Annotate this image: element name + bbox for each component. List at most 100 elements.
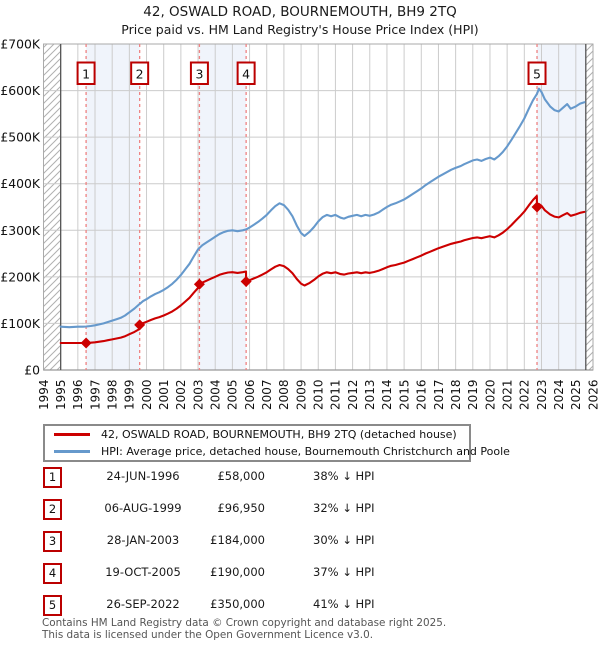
page-title: 42, OSWALD ROAD, BOURNEMOUTH, BH9 2TQ: [143, 4, 457, 20]
x-tick-2009: 2009: [294, 379, 308, 410]
y-axis-labels: £0 £100K £200K £300K £400K £500K £600K £700K: [0, 37, 41, 378]
chart-legend: 42, OSWALD ROAD, BOURNEMOUTH, BH9 2TQ (d…: [43, 424, 510, 462]
price-history-chart: 1 2 3 4 5 £0 £100K £200K £300K £400K £500K £600K £70…: [0, 37, 600, 411]
sale-label-box-3: [189, 61, 209, 85]
sale-marker-4: [240, 276, 252, 288]
x-tick-2000: 2000: [140, 379, 154, 410]
sale-row-3: 3 28-JAN-2003 £184,000 30% ↓ HPI: [43, 531, 583, 552]
no-data-hatch: [43, 44, 593, 370]
y-tick-100: £100K: [0, 316, 41, 331]
license-footer: Contains HM Land Registry data © Crown c…: [42, 617, 447, 641]
x-tick-2007: 2007: [260, 379, 274, 410]
x-tick-2001: 2001: [157, 379, 171, 410]
sale-number-labels: 1 2 3 4 5: [76, 61, 547, 85]
footer-line-2: This data is licensed under the Open Gov…: [42, 628, 374, 641]
x-tick-2004: 2004: [209, 379, 223, 410]
sale-row-2: 2 06-AUG-1999 £96,950 32% ↓ HPI: [43, 499, 583, 520]
y-tick-400: £400K: [0, 176, 41, 191]
sale-label-text-1: 1: [82, 67, 90, 82]
sale-number-badge-5: 5: [43, 595, 62, 616]
page-subtitle: Price paid vs. HM Land Registry's House …: [121, 22, 479, 37]
sale-price-5: £350,000: [210, 597, 265, 611]
hpi-line: [59, 87, 586, 329]
x-tick-2020: 2020: [483, 379, 497, 410]
sale-marker-5: [531, 201, 543, 213]
sale-number-badge-4: 4: [43, 563, 62, 584]
sales-table: 1 24-JUN-1996 £58,000 38% ↓ HPI 2 06-AUG…: [43, 467, 583, 627]
sale-date-4: 19-OCT-2005: [105, 565, 181, 579]
sale-date-5: 26-SEP-2022: [106, 597, 180, 611]
x-tick-2017: 2017: [432, 379, 446, 410]
sale-label-box-4: [236, 61, 256, 85]
y-tick-600: £600K: [0, 83, 41, 98]
x-tick-2024: 2024: [552, 379, 566, 410]
sale-number-badge-2: 2: [43, 499, 62, 520]
sale-label-text-3: 3: [195, 67, 203, 82]
x-tick-2023: 2023: [535, 379, 549, 410]
sale-price-1: £58,000: [217, 469, 265, 483]
x-tick-1998: 1998: [105, 379, 119, 410]
x-tick-2010: 2010: [312, 379, 326, 410]
x-tick-1995: 1995: [54, 379, 68, 410]
sale-label-text-5: 5: [533, 67, 541, 82]
x-tick-2002: 2002: [174, 379, 188, 410]
y-tick-200: £200K: [0, 269, 41, 284]
x-tick-1996: 1996: [71, 379, 85, 410]
x-tick-1994: 1994: [37, 379, 51, 410]
sale-row-1: 1 24-JUN-1996 £58,000 38% ↓ HPI: [43, 467, 583, 488]
sale-vs-hpi-4: 37% ↓ HPI: [313, 565, 375, 579]
legend-row-price-paid: 42, OSWALD ROAD, BOURNEMOUTH, BH9 2TQ (d…: [45, 427, 469, 442]
legend-row-hpi: HPI: Average price, detached house, Bour…: [45, 444, 510, 459]
legend-label-price-paid: 42, OSWALD ROAD, BOURNEMOUTH, BH9 2TQ (d…: [101, 428, 457, 442]
sale-number-badge-3: 3: [43, 531, 62, 552]
legend-label-hpi: HPI: Average price, detached house, Bour…: [101, 444, 510, 458]
x-tick-1999: 1999: [123, 379, 137, 410]
x-tick-2016: 2016: [415, 379, 429, 410]
sale-date-3: 28-JAN-2003: [106, 533, 180, 547]
sale-vs-hpi-5: 41% ↓ HPI: [313, 597, 375, 611]
x-tick-2022: 2022: [518, 379, 532, 410]
x-tick-2008: 2008: [277, 379, 291, 410]
sale-vs-hpi-2: 32% ↓ HPI: [313, 501, 375, 515]
x-tick-2021: 2021: [500, 379, 514, 410]
x-tick-2003: 2003: [191, 379, 205, 410]
sale-date-1: 24-JUN-1996: [106, 469, 180, 483]
x-tick-2006: 2006: [243, 379, 257, 410]
sale-row-4: 4 19-OCT-2005 £190,000 37% ↓ HPI: [43, 563, 583, 584]
x-tick-2011: 2011: [329, 379, 343, 410]
sale-date-2: 06-AUG-1999: [104, 501, 182, 515]
price_paid-line: [59, 194, 586, 345]
price-line-sample: [54, 433, 90, 437]
x-tick-2012: 2012: [346, 379, 360, 410]
y-tick-500: £500K: [0, 130, 41, 145]
sale-label-text-4: 4: [242, 67, 250, 82]
y-tick-700: £700K: [0, 37, 41, 52]
sale-marker-3: [193, 278, 205, 290]
sale-vs-hpi-1: 38% ↓ HPI: [313, 469, 375, 483]
sale-price-3: £184,000: [210, 533, 265, 547]
x-axis-labels: 1994 1995 1996 1997 1998 1999 2000 2001 2002 2003…: [37, 379, 600, 410]
y-tick-0: £0: [24, 363, 40, 378]
sale-marker-1: [80, 337, 92, 349]
sale-row-5: 5 26-SEP-2022 £350,000 41% ↓ HPI: [43, 595, 583, 616]
sale-markers: [80, 201, 543, 349]
x-tick-1997: 1997: [88, 379, 102, 410]
sale-vs-hpi-3: 30% ↓ HPI: [313, 533, 375, 547]
hpi-line-sample: [54, 449, 90, 453]
x-tick-2013: 2013: [363, 379, 377, 410]
sale-number-badge-1: 1: [43, 467, 62, 488]
sale-label-text-2: 2: [136, 67, 144, 82]
x-tick-2025: 2025: [569, 379, 583, 410]
x-tick-2015: 2015: [397, 379, 411, 410]
footer-line-1: Contains HM Land Registry data © Crown c…: [42, 617, 447, 629]
sale-label-box-5: [527, 61, 547, 85]
y-tick-300: £300K: [0, 223, 41, 238]
sale-marker-2: [134, 319, 146, 331]
x-tick-2005: 2005: [226, 379, 240, 410]
x-tick-2026: 2026: [586, 379, 600, 410]
x-tick-2019: 2019: [466, 379, 480, 410]
sale-price-4: £190,000: [210, 565, 265, 579]
sale-label-box-1: [76, 61, 96, 85]
x-tick-2018: 2018: [449, 379, 463, 410]
sale-price-2: £96,950: [217, 501, 265, 515]
